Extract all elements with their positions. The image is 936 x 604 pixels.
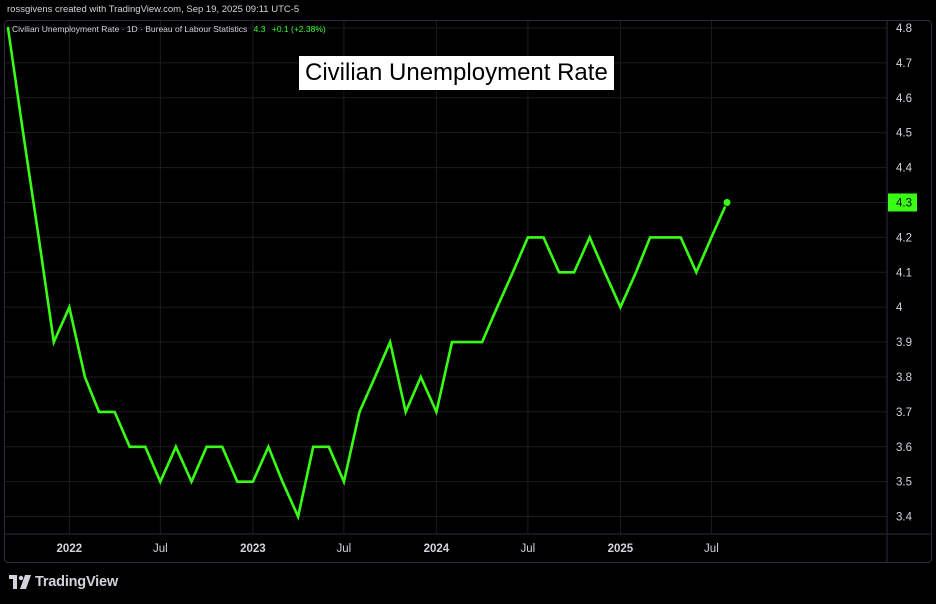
series-last-value: 4.3 xyxy=(253,24,266,34)
last-point-marker xyxy=(722,197,732,207)
y-tick-label: 4 xyxy=(896,302,903,314)
y-tick-label: 4.2 xyxy=(896,232,912,244)
footer xyxy=(0,564,936,604)
y-tick-label: 4.5 xyxy=(896,128,912,140)
axis-labels: 4.8 4.7 4.6 4.5 4.4 4.2 4.1 4 3.9 3.8 3.7 3.6 3.5 3.4… xyxy=(57,23,917,555)
series-header[interactable]: Civilian Unemployment Rate · 1D · Bureau… xyxy=(12,24,326,34)
brand-name: TradingView xyxy=(35,574,118,590)
attribution-text: rossgivens created with TradingView.com,… xyxy=(0,0,936,20)
grid-lines xyxy=(5,21,887,534)
series-line xyxy=(6,26,729,521)
series-layer xyxy=(6,26,732,521)
y-tick-label: 3.5 xyxy=(896,477,912,489)
x-tick-label: Jul xyxy=(337,543,352,555)
y-tick-label: 3.9 xyxy=(896,337,912,349)
x-tick-label: 2025 xyxy=(608,543,634,555)
x-tick-label: Jul xyxy=(704,543,719,555)
y-tick-label: 3.4 xyxy=(896,512,913,524)
last-value-badge-text: 4.3 xyxy=(896,197,912,209)
chart-frame xyxy=(4,20,932,563)
x-tick-label: Jul xyxy=(153,543,168,555)
x-tick-label: Jul xyxy=(521,543,536,555)
last-value-badge xyxy=(888,193,917,212)
x-tick-label: 2024 xyxy=(424,543,450,555)
y-tick-label: 4.6 xyxy=(896,93,912,105)
x-tick-label: 2022 xyxy=(57,543,83,555)
tradingview-logo-icon xyxy=(9,575,31,589)
chart-title: Civilian Unemployment Rate xyxy=(299,56,614,90)
y-tick-label: 3.7 xyxy=(896,407,912,419)
y-tick-label: 4.4 xyxy=(896,163,913,175)
y-tick-label: 3.8 xyxy=(896,372,912,384)
x-tick-label: 2023 xyxy=(240,543,266,555)
tradingview-logo[interactable]: TradingView xyxy=(9,573,118,591)
y-tick-label: 4.8 xyxy=(896,23,912,35)
series-change: +0.1 (+2.38%) xyxy=(271,24,326,34)
y-tick-label: 4.1 xyxy=(896,267,912,279)
series-label: Civilian Unemployment Rate · 1D · Bureau… xyxy=(12,24,248,34)
axes xyxy=(5,21,931,563)
y-tick-label: 4.7 xyxy=(896,58,912,70)
y-tick-label: 3.6 xyxy=(896,442,912,454)
